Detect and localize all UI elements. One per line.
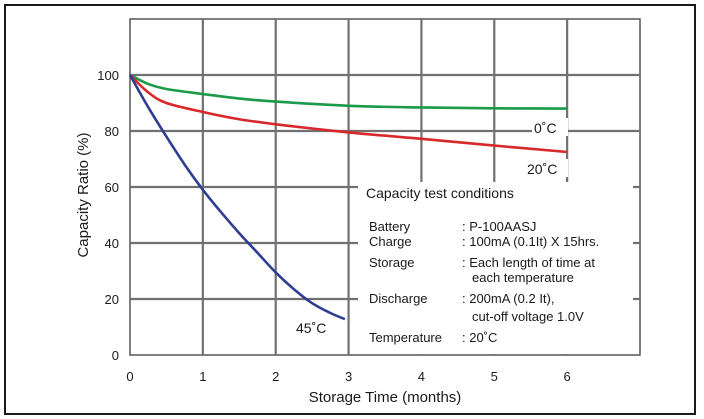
x-tick-label: 6 [564,369,571,384]
y-tick-label: 40 [105,236,119,251]
y-tick-label: 80 [105,124,119,139]
x-tick-label: 4 [418,369,425,384]
series-group [128,73,568,321]
conditions-box-bg [358,182,633,354]
series-line-45c [128,74,346,321]
label-bg-0c [532,118,568,136]
condition-label: Battery [369,219,411,234]
condition-value: : 20˚C [462,330,497,345]
condition-label: Charge [369,234,412,249]
y-tick-label: 20 [105,292,119,307]
label-bg-45c [292,318,334,336]
conditions-rows: Battery : P-100AASJ Charge : 100mA (0.1It) … [369,219,599,345]
x-tick-label: 0 [126,369,133,384]
condition-value: : 100mA (0.1It) X 15hrs. [462,234,599,249]
series-label-20c: 20˚C [527,161,557,177]
series-line-20c [129,74,568,154]
x-tick-label: 5 [491,369,498,384]
series-line-0c [129,73,568,110]
condition-value: each temperature [472,270,574,285]
condition-value: : Each length of time at [462,255,595,270]
x-tick-label: 1 [199,369,206,384]
condition-label: Discharge [369,291,428,306]
series-label-0c: 0˚C [534,120,557,136]
x-tick-label: 2 [272,369,279,384]
series-label-45c: 45˚C [296,320,326,336]
condition-label: Temperature [369,330,442,345]
y-tick-label: 100 [97,68,119,83]
y-tick-label: 60 [105,180,119,195]
condition-value: cut-off voltage 1.0V [472,309,584,324]
y-tick-label: 0 [112,348,119,363]
condition-label: Storage [369,255,415,270]
x-tick-label: 3 [345,369,352,384]
x-axis-label: Storage Time (months) [309,389,462,406]
y-tick-labels: 0 20 40 60 80 100 [97,68,119,363]
condition-value: : 200mA (0.2 It), [462,291,555,306]
label-bg-20c [524,159,568,177]
y-axis-label: Capacity Ratio (%) [75,132,92,257]
conditions-title: Capacity test conditions [366,185,514,201]
x-tick-labels: 0 1 2 3 4 5 6 [126,369,570,384]
condition-value: : P-100AASJ [462,219,536,234]
